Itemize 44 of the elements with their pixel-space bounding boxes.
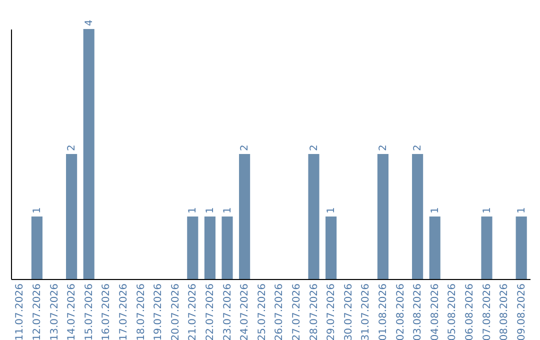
data-label: 2 [308, 144, 320, 151]
x-tick-label: 31.07.2026 [360, 284, 372, 340]
x-tick-label: 22.07.2026 [204, 284, 216, 340]
data-label: 1 [430, 207, 441, 214]
x-tick-label: 30.07.2026 [343, 284, 354, 340]
x-tick-label: 20.07.2026 [170, 284, 182, 340]
data-label: 1 [482, 207, 493, 214]
x-tick-label: 23.07.2026 [222, 284, 234, 340]
x-tick-label: 18.07.2026 [136, 284, 147, 340]
x-tick-label: 29.07.2026 [326, 284, 338, 340]
data-label: 1 [516, 207, 528, 214]
x-tick-label: 03.08.2026 [412, 284, 424, 340]
x-tick-label: 14.07.2026 [66, 284, 78, 340]
x-tick-label: 15.07.2026 [84, 284, 95, 340]
x-tick-label: 02.08.2026 [395, 284, 406, 340]
data-label: 1 [32, 207, 43, 214]
x-tick-label: 27.07.2026 [291, 284, 302, 340]
x-tick-label: 13.07.2026 [49, 284, 60, 340]
data-label: 2 [240, 144, 251, 151]
data-label: 1 [222, 207, 234, 214]
x-tick-label: 08.08.2026 [499, 284, 510, 340]
data-label: 1 [326, 207, 338, 214]
x-tick-label: 26.07.2026 [274, 284, 286, 340]
x-tick-label: 06.08.2026 [464, 284, 476, 340]
x-tick-label: 24.07.2026 [240, 284, 251, 340]
data-label: 2 [412, 144, 424, 151]
data-label: 1 [204, 207, 216, 214]
x-tick-label: 12.07.2026 [32, 284, 43, 340]
x-tick-label: 16.07.2026 [101, 284, 112, 340]
x-tick-label: 17.07.2026 [118, 284, 130, 340]
x-tick-label: 21.07.2026 [188, 284, 199, 340]
x-tick-label: 25.07.2026 [256, 284, 268, 340]
x-tick-label: 19.07.2026 [153, 284, 164, 340]
data-label: 2 [378, 144, 389, 151]
x-tick-label: 05.08.2026 [447, 284, 458, 340]
x-tick-label: 01.08.2026 [378, 284, 389, 340]
data-label: 4 [84, 20, 95, 26]
x-tick-label: 11.07.2026 [14, 284, 26, 340]
data-label: 1 [188, 207, 199, 214]
x-tick-label: 28.07.2026 [308, 284, 320, 340]
x-tick-label: 09.08.2026 [516, 284, 528, 340]
data-label: 2 [66, 144, 78, 151]
x-tick-label: 04.08.2026 [430, 284, 441, 340]
x-tick-label: 07.08.2026 [482, 284, 493, 340]
